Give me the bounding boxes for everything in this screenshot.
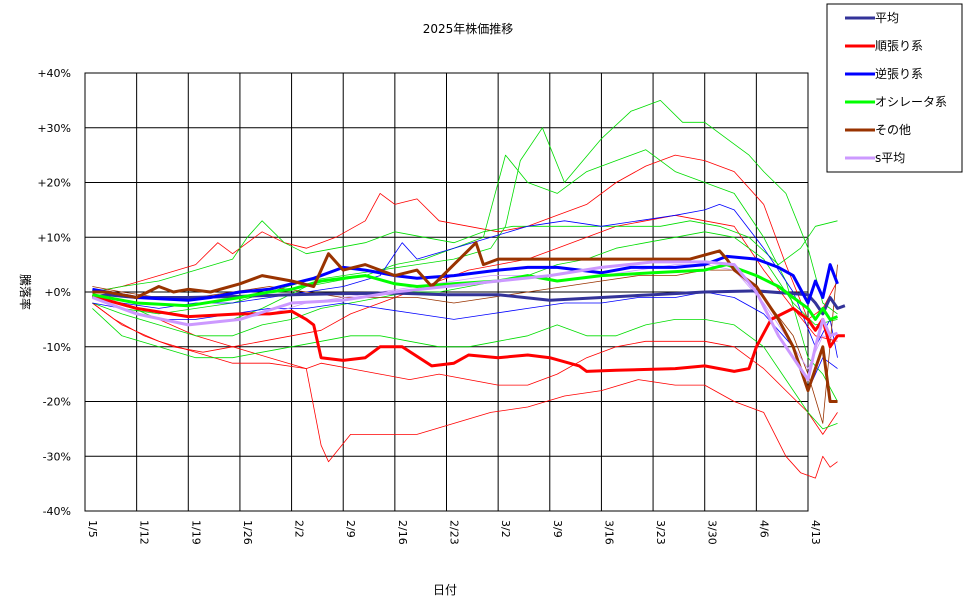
x-tick-label: 2/23 bbox=[448, 520, 461, 545]
x-tick-label: 2/16 bbox=[396, 520, 409, 545]
x-tick-label: 2/2 bbox=[293, 520, 306, 538]
x-tick-label: 3/2 bbox=[499, 520, 512, 538]
series-line bbox=[91, 293, 845, 373]
y-tick-label: +10% bbox=[37, 231, 71, 244]
legend-label: その他 bbox=[875, 123, 911, 137]
legend-label: 平均 bbox=[875, 11, 899, 25]
legend-label: 順張り系 bbox=[875, 39, 923, 53]
series-line bbox=[91, 260, 839, 382]
x-tick-label: 4/13 bbox=[809, 520, 822, 545]
legend-label: オシレータ系 bbox=[875, 95, 947, 109]
series-line bbox=[92, 254, 839, 305]
plot-lines bbox=[91, 100, 846, 479]
chart-title: 2025年株価推移 bbox=[423, 21, 514, 36]
component-line bbox=[92, 154, 838, 320]
component-line bbox=[92, 297, 838, 479]
x-tick-label: 3/30 bbox=[706, 520, 719, 545]
x-tick-label: 3/16 bbox=[602, 520, 615, 545]
x-axis-ticks: 1/5 1/12 1/19 1/26 2/2 2/9 2/16 2/23 3/2 3/9 3/16 3… bbox=[86, 520, 822, 545]
x-axis-label: 日付 bbox=[433, 583, 457, 597]
component-line bbox=[92, 214, 838, 353]
component-line bbox=[92, 203, 838, 358]
component-line bbox=[92, 302, 838, 435]
x-tick-label: 2/9 bbox=[344, 520, 357, 538]
legend-label: s平均 bbox=[875, 151, 905, 165]
y-tick-label: -30% bbox=[43, 450, 71, 463]
legend-box bbox=[826, 3, 963, 173]
y-tick-label: +20% bbox=[37, 177, 71, 190]
x-tick-label: 3/23 bbox=[654, 520, 667, 545]
x-tick-label: 1/26 bbox=[241, 520, 254, 545]
y-tick-label: -40% bbox=[43, 505, 71, 518]
component-line bbox=[92, 308, 838, 430]
y-tick-label: +0% bbox=[44, 286, 71, 299]
y-axis-label: 騰落率 bbox=[18, 274, 33, 310]
x-tick-label: 4/6 bbox=[757, 520, 770, 538]
x-tick-label: 1/12 bbox=[138, 520, 151, 545]
y-tick-label: +30% bbox=[37, 122, 71, 135]
series-line bbox=[92, 241, 838, 403]
x-tick-label: 1/5 bbox=[86, 520, 99, 538]
x-tick-label: 1/19 bbox=[189, 520, 202, 545]
legend-label: 逆張り系 bbox=[875, 66, 923, 81]
y-tick-label: -10% bbox=[43, 341, 71, 354]
x-tick-label: 3/9 bbox=[551, 520, 564, 538]
y-axis-ticks: -40% -30% -20% -10% +0% +10% +20% +30% +40% bbox=[37, 67, 71, 518]
y-tick-label: +40% bbox=[37, 67, 71, 80]
component-line bbox=[92, 220, 838, 293]
y-tick-label: -20% bbox=[43, 396, 71, 409]
